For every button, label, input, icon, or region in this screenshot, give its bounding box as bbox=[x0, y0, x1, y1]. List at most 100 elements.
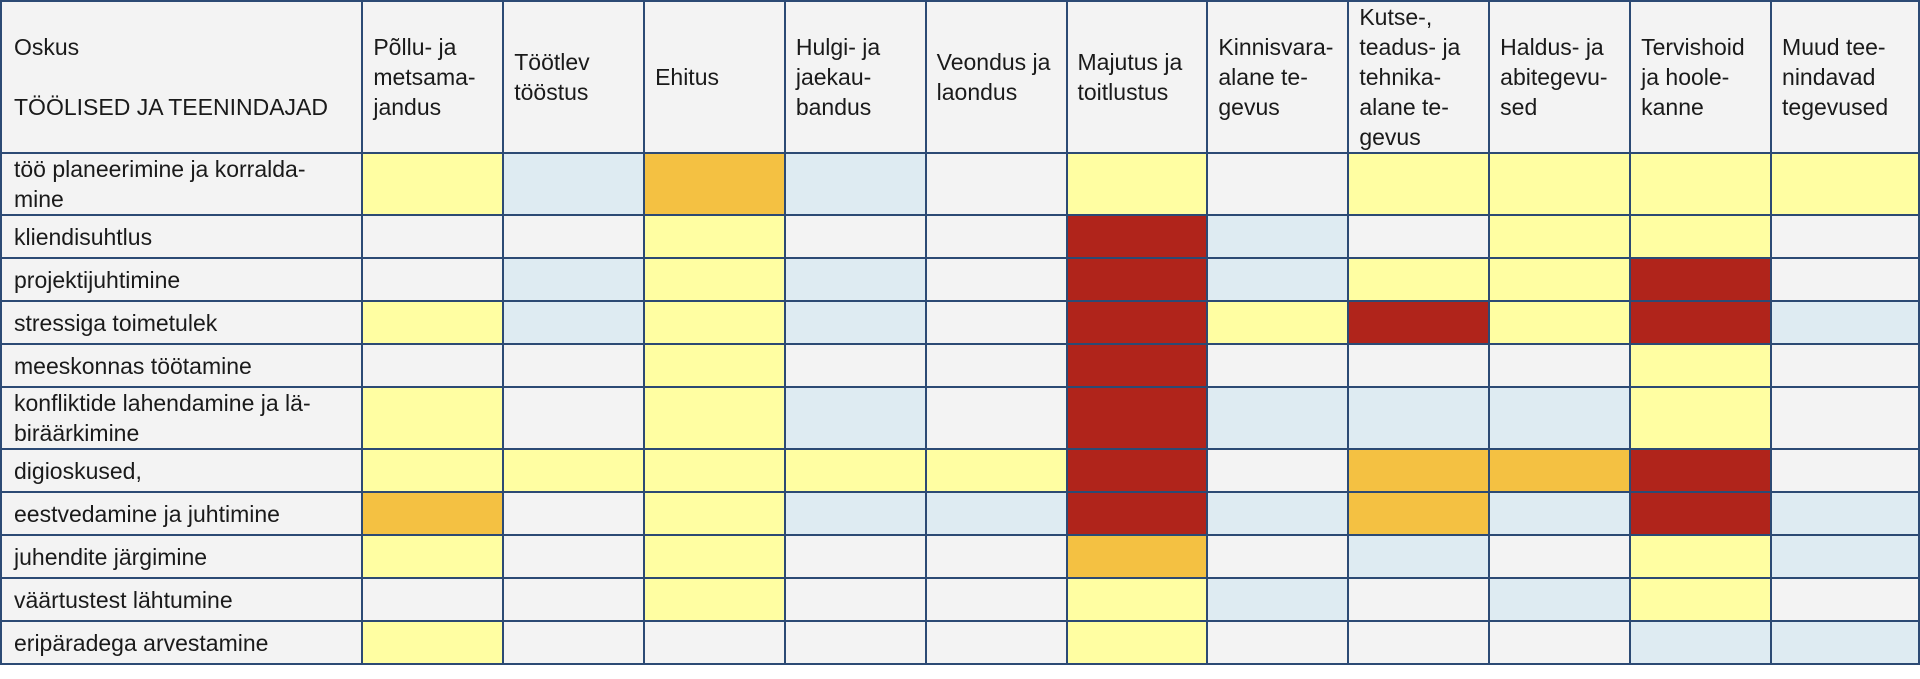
skills-sector-matrix: Oskus TÖÖLISED JA TEENINDAJAD Põllu- ja … bbox=[0, 0, 1920, 665]
heat-cell bbox=[361, 300, 505, 345]
sector-header: Tervishoid ja hoole-kanne bbox=[1629, 0, 1773, 154]
table-row: väärtustest lähtumine bbox=[0, 577, 1920, 622]
heat-cell bbox=[643, 152, 786, 216]
heat-cell bbox=[1629, 257, 1773, 302]
heat-cell bbox=[783, 214, 927, 259]
row-group-title: TÖÖLISED JA TEENINDAJAD bbox=[14, 94, 328, 120]
heat-cell bbox=[924, 214, 1068, 259]
table-row: kliendisuhtlus bbox=[0, 214, 1920, 259]
heat-cell bbox=[1770, 620, 1920, 665]
table-row: eripäradega arvestamine bbox=[0, 620, 1920, 665]
heat-cell bbox=[1347, 534, 1491, 579]
heat-cell bbox=[924, 152, 1068, 216]
heat-cell bbox=[1770, 343, 1920, 388]
heat-cell bbox=[1347, 577, 1491, 622]
heat-cell bbox=[643, 257, 786, 302]
skill-label: kliendisuhtlus bbox=[0, 214, 364, 259]
heat-cell bbox=[1488, 386, 1632, 450]
heat-cell bbox=[1065, 577, 1209, 622]
table-row: juhendite järgimine bbox=[0, 534, 1920, 579]
heat-cell bbox=[1206, 577, 1350, 622]
heat-cell bbox=[1770, 152, 1920, 216]
sector-header: Kinnisvara-alane te-gevus bbox=[1206, 0, 1350, 154]
table-row: stressiga toimetulek bbox=[0, 300, 1920, 345]
skill-label: konfliktide lahendamine ja lä-biräärkimi… bbox=[0, 386, 364, 450]
table-row: eestvedamine ja juhtimine bbox=[0, 491, 1920, 536]
heat-cell bbox=[502, 577, 646, 622]
heat-cell bbox=[1488, 343, 1632, 388]
heat-cell bbox=[361, 343, 505, 388]
heat-cell bbox=[1347, 620, 1491, 665]
table-row: töö planeerimine ja korralda-mine bbox=[0, 152, 1920, 216]
heat-cell bbox=[502, 343, 646, 388]
skill-label: meeskonnas töötamine bbox=[0, 343, 364, 388]
heat-cell bbox=[502, 386, 646, 450]
corner-header: Oskus TÖÖLISED JA TEENINDAJAD bbox=[0, 0, 364, 154]
heat-cell bbox=[924, 300, 1068, 345]
sector-header: Veondus ja laondus bbox=[924, 0, 1068, 154]
matrix-body: töö planeerimine ja korralda-mine kliendi… bbox=[0, 152, 1920, 665]
heat-cell bbox=[502, 257, 646, 302]
heat-cell bbox=[1488, 214, 1632, 259]
heat-cell bbox=[1065, 152, 1209, 216]
heat-cell bbox=[1488, 577, 1632, 622]
sector-header: Hulgi- ja jaekau-bandus bbox=[783, 0, 927, 154]
heat-cell bbox=[1206, 386, 1350, 450]
heat-cell bbox=[1065, 386, 1209, 450]
heat-cell bbox=[1770, 300, 1920, 345]
heat-cell bbox=[1629, 343, 1773, 388]
sector-header: Kutse-, teadus- ja tehnika-alane te-gevu… bbox=[1347, 0, 1491, 154]
heat-cell bbox=[1065, 257, 1209, 302]
heat-cell bbox=[924, 577, 1068, 622]
heat-cell bbox=[502, 214, 646, 259]
heat-cell bbox=[1770, 577, 1920, 622]
heat-cell bbox=[924, 534, 1068, 579]
heat-cell bbox=[924, 491, 1068, 536]
heat-cell bbox=[783, 534, 927, 579]
heat-cell bbox=[1065, 214, 1209, 259]
heat-cell bbox=[1206, 448, 1350, 493]
heat-cell bbox=[502, 534, 646, 579]
heat-cell bbox=[1629, 577, 1773, 622]
heat-cell bbox=[1488, 300, 1632, 345]
heat-cell bbox=[1206, 534, 1350, 579]
heat-cell bbox=[924, 343, 1068, 388]
heat-cell bbox=[783, 448, 927, 493]
heat-cell bbox=[502, 620, 646, 665]
table-row: digioskused, bbox=[0, 448, 1920, 493]
skill-label: eestvedamine ja juhtimine bbox=[0, 491, 364, 536]
heat-cell bbox=[1347, 491, 1491, 536]
heat-cell bbox=[1770, 214, 1920, 259]
heat-cell bbox=[1065, 534, 1209, 579]
heat-cell bbox=[1770, 386, 1920, 450]
skill-label: juhendite järgimine bbox=[0, 534, 364, 579]
heat-cell bbox=[1629, 386, 1773, 450]
heat-cell bbox=[1488, 448, 1632, 493]
heat-cell bbox=[1065, 343, 1209, 388]
skill-label: töö planeerimine ja korralda-mine bbox=[0, 152, 364, 216]
heat-cell bbox=[1629, 300, 1773, 345]
sector-header: Töötlev tööstus bbox=[502, 0, 646, 154]
heat-cell bbox=[361, 534, 505, 579]
heat-cell bbox=[361, 257, 505, 302]
heat-cell bbox=[361, 214, 505, 259]
heat-cell bbox=[1206, 214, 1350, 259]
heat-cell bbox=[643, 534, 786, 579]
heat-cell bbox=[1206, 300, 1350, 345]
heat-cell bbox=[783, 491, 927, 536]
skill-label: projektijuhtimine bbox=[0, 257, 364, 302]
heat-cell bbox=[643, 448, 786, 493]
heat-cell bbox=[783, 257, 927, 302]
heat-cell bbox=[361, 152, 505, 216]
heat-cell bbox=[1065, 491, 1209, 536]
heat-cell bbox=[643, 343, 786, 388]
heat-cell bbox=[1629, 214, 1773, 259]
heat-cell bbox=[1206, 491, 1350, 536]
heat-cell bbox=[1488, 534, 1632, 579]
skill-label: stressiga toimetulek bbox=[0, 300, 364, 345]
heat-cell bbox=[1347, 214, 1491, 259]
sector-header: Haldus- ja abitegevu-sed bbox=[1488, 0, 1632, 154]
heat-cell bbox=[1065, 448, 1209, 493]
heat-cell bbox=[1770, 491, 1920, 536]
heat-cell bbox=[1206, 620, 1350, 665]
